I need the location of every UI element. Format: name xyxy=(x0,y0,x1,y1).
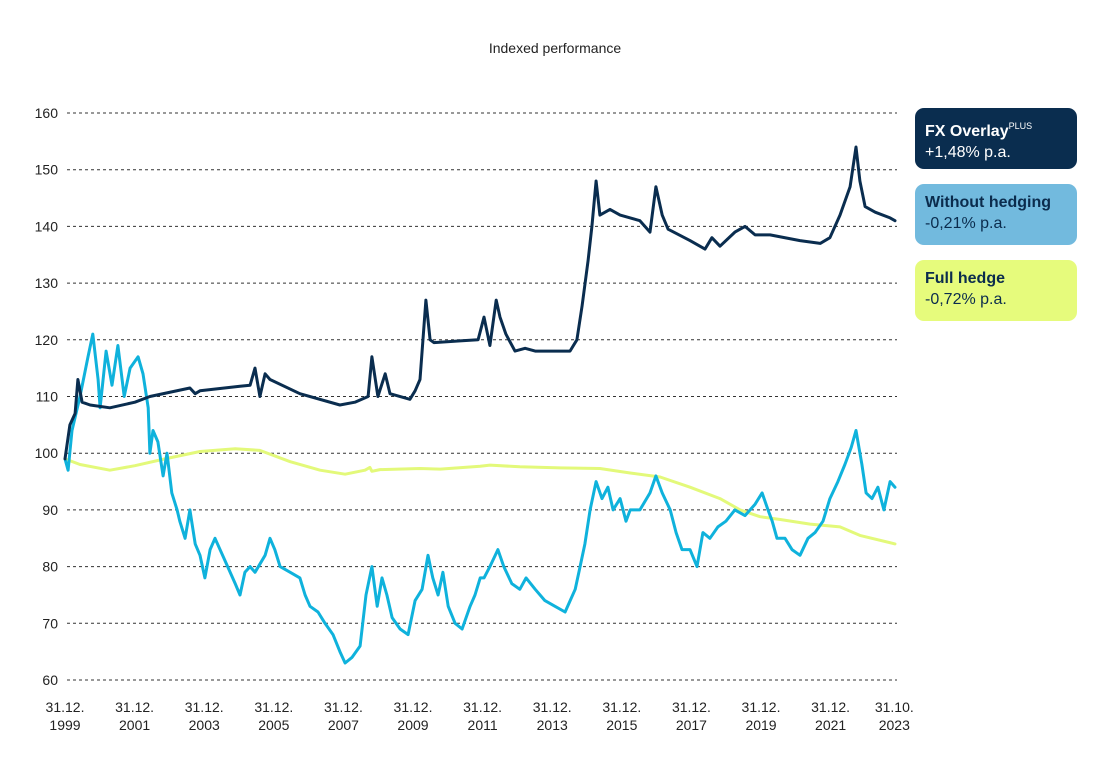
y-tick-label: 90 xyxy=(42,502,58,518)
x-tick-label: 31.12. xyxy=(324,699,363,715)
legend-value: -0,72% p.a. xyxy=(925,291,1007,308)
x-tick-label: 2001 xyxy=(119,717,150,733)
chart-title: Indexed performance xyxy=(488,40,622,56)
y-tick-label: 110 xyxy=(36,389,59,405)
x-tick-label: 2023 xyxy=(879,717,910,733)
x-tick-label: 31.12. xyxy=(742,699,781,715)
y-tick-label: 100 xyxy=(35,445,59,461)
x-tick-label: 2011 xyxy=(468,717,498,733)
series-lines xyxy=(63,145,897,665)
x-tick-label: 1999 xyxy=(49,717,80,733)
series-line-fx-overlay xyxy=(63,145,897,461)
x-tick-label: 31.12. xyxy=(254,699,293,715)
y-axis: 60 70 80 90 100 110 120 130 140 150 160 xyxy=(35,105,59,688)
series-line-without-hedging xyxy=(63,332,897,665)
x-tick-label: 31.12. xyxy=(185,699,224,715)
x-tick-label: 31.12. xyxy=(463,699,502,715)
x-tick-label: 31.12. xyxy=(394,699,433,715)
gridlines xyxy=(67,112,897,681)
x-tick-label: 2009 xyxy=(397,717,428,733)
y-tick-label: 160 xyxy=(35,105,59,121)
legend-name: Full hedge xyxy=(925,270,1005,287)
y-tick-label: 80 xyxy=(42,559,58,575)
legend-name-superscript: PLUS xyxy=(1008,121,1033,131)
legend-full-hedge: Full hedge -0,72% p.a. xyxy=(915,260,1077,321)
x-tick-label: 31.10. xyxy=(875,699,914,715)
y-tick-label: 130 xyxy=(35,275,59,291)
x-tick-label: 31.12. xyxy=(533,699,572,715)
legend-fx-overlay: FX OverlayPLUS +1,48% p.a. xyxy=(915,108,1077,169)
legend-label: FX OverlayPLUS xyxy=(925,116,1067,142)
y-tick-label: 140 xyxy=(35,218,59,234)
y-tick-label: 60 xyxy=(42,672,58,688)
x-tick-label: 31.12. xyxy=(602,699,641,715)
x-tick-label: 2005 xyxy=(258,717,289,733)
x-tick-label: 2013 xyxy=(537,717,568,733)
legend-without-hedging: Without hedging -0,21% p.a. xyxy=(915,184,1077,245)
x-tick-label: 2015 xyxy=(606,717,637,733)
legend-name: Without hedging xyxy=(925,194,1052,211)
y-tick-label: 150 xyxy=(35,162,59,178)
x-tick-label: 2003 xyxy=(189,717,220,733)
legend-value: +1,48% p.a. xyxy=(925,144,1011,161)
x-tick-label: 31.12. xyxy=(46,699,85,715)
series-line-full-hedge xyxy=(63,447,897,546)
x-tick-label: 31.12. xyxy=(672,699,711,715)
x-tick-label: 2021 xyxy=(815,717,846,733)
y-tick-label: 120 xyxy=(35,332,59,348)
y-tick-label: 70 xyxy=(42,615,58,631)
legend-value: -0,21% p.a. xyxy=(925,215,1007,232)
x-tick-label: 31.12. xyxy=(115,699,154,715)
x-tick-label: 2007 xyxy=(328,717,359,733)
x-tick-label: 2017 xyxy=(676,717,707,733)
x-tick-label: 31.12. xyxy=(811,699,850,715)
x-tick-label: 2019 xyxy=(745,717,776,733)
x-axis: 31.12. 1999 31.12. 2001 31.12. 2003 31.12. 2005… xyxy=(46,699,914,733)
legend-name: FX Overlay xyxy=(925,123,1009,140)
